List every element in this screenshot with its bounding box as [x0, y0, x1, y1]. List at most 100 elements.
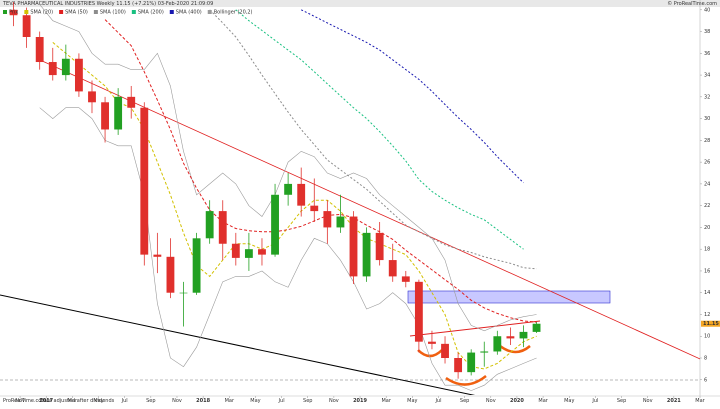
y-tick-label: 34 — [704, 73, 710, 79]
y-tick-label: 28 — [704, 138, 710, 144]
chart-title: TEVA PHARMACEUTICAL INDUSTRIES Weekly 11… — [2, 1, 213, 7]
legend-label: SMA (100) — [100, 10, 126, 16]
y-tick-label: 8 — [704, 356, 707, 362]
candle-body — [493, 336, 502, 352]
x-tick-label: Mar — [381, 398, 391, 404]
x-tick-label: Sep — [303, 398, 312, 404]
legend-label: SMA (50) — [65, 10, 88, 16]
candle-body — [205, 211, 214, 239]
candle-body — [480, 351, 489, 353]
downtrend-line — [39, 59, 700, 360]
x-tick-label: 2020 — [510, 398, 524, 404]
candle-body — [101, 102, 109, 130]
x-tick-label: Mar — [538, 398, 548, 404]
candle-body — [349, 216, 358, 277]
candle-body — [506, 336, 515, 339]
candle-body — [532, 323, 541, 332]
legend-swatch — [169, 10, 174, 14]
legend-swatch — [3, 10, 7, 14]
legend-label: SMA (400) — [176, 10, 202, 16]
candle-body — [140, 107, 149, 255]
candle-body — [454, 358, 463, 373]
sma-line — [235, 9, 524, 250]
y-tick-label: 12 — [704, 312, 710, 318]
candle-body — [231, 243, 240, 258]
candle-body — [401, 276, 410, 282]
pattern-arc — [445, 375, 487, 386]
x-tick-label: Sep — [460, 398, 469, 404]
candle-body — [153, 254, 162, 257]
candle-body — [258, 249, 266, 255]
x-tick-label: 2017 — [39, 398, 53, 404]
candle-body — [414, 281, 423, 342]
y-tick-label: 40 — [704, 7, 710, 13]
footnote: Data adjusted after dividends — [40, 398, 115, 404]
x-tick-label: Jul — [278, 398, 285, 404]
x-tick-label: May — [250, 398, 260, 404]
y-tick-label: 10 — [704, 334, 710, 340]
candle-body — [519, 331, 528, 339]
x-tick-label: Nov — [172, 398, 182, 404]
candle-body — [310, 205, 319, 212]
candle-body — [114, 96, 123, 130]
y-tick-label: 20 — [704, 225, 710, 231]
candle-body — [22, 15, 31, 37]
sma-line — [209, 9, 537, 270]
x-tick-label: Nov — [643, 398, 653, 404]
pattern-arc — [417, 349, 443, 358]
candle-body — [441, 343, 449, 359]
y-tick-label: 30 — [704, 116, 710, 122]
legend: Prix SMA (20) SMA (50) SMA (100) SMA (200) SM… — [3, 10, 253, 16]
candle-body — [35, 36, 44, 63]
candle-body — [192, 238, 201, 293]
watermark: © ProRealTime.com — [667, 0, 717, 7]
candle-body — [323, 211, 332, 228]
y-tick-label: 6 — [704, 377, 707, 383]
x-tick-label: Jul — [121, 398, 128, 404]
candle-body — [244, 249, 253, 258]
x-tick-label: 2018 — [196, 398, 210, 404]
x-tick-label: Sep — [617, 398, 626, 404]
source: ProRealTime.com — [3, 398, 46, 404]
x-tick-label: Jul — [591, 398, 598, 404]
candle-body — [362, 232, 371, 277]
candle-body — [467, 352, 476, 373]
x-tick-label: Nov — [486, 398, 496, 404]
legend-swatch — [207, 10, 212, 14]
bollinger-lower — [39, 107, 537, 391]
y-tick-label: 16 — [704, 268, 710, 274]
y-tick-label: 36 — [704, 51, 710, 57]
candle-body — [271, 194, 279, 255]
y-tick-label: 32 — [704, 94, 710, 100]
candle-body — [48, 62, 57, 76]
y-tick-label: 24 — [704, 181, 710, 187]
legend-swatch — [131, 10, 136, 14]
y-tick-label: 26 — [704, 160, 710, 166]
candle-body — [336, 216, 345, 228]
x-tick-label: 2019 — [353, 398, 367, 404]
x-tick-label: May — [407, 398, 417, 404]
x-tick-label: Nov — [329, 398, 339, 404]
header-bar — [0, 0, 720, 7]
legend-label: SMA (200) — [138, 10, 164, 16]
legend-swatch — [93, 10, 98, 14]
resistance-zone — [407, 290, 611, 304]
candle-body — [388, 260, 397, 277]
candle-body — [375, 232, 384, 261]
y-tick-label: 38 — [704, 29, 710, 35]
last-price-box — [701, 320, 720, 327]
candle-body — [9, 9, 18, 16]
legend-label: SMA (20) — [30, 10, 53, 16]
x-tick-label: Jul — [434, 398, 441, 404]
sma-line — [300, 9, 524, 184]
candle-body — [284, 183, 293, 195]
support-trend-line — [0, 294, 476, 395]
x-tick-label: Mar — [68, 398, 78, 404]
candle-body — [428, 341, 436, 344]
candle-body — [127, 96, 136, 108]
legend-label: Bollinger (20,2) — [214, 10, 253, 16]
candle-body — [179, 292, 188, 294]
